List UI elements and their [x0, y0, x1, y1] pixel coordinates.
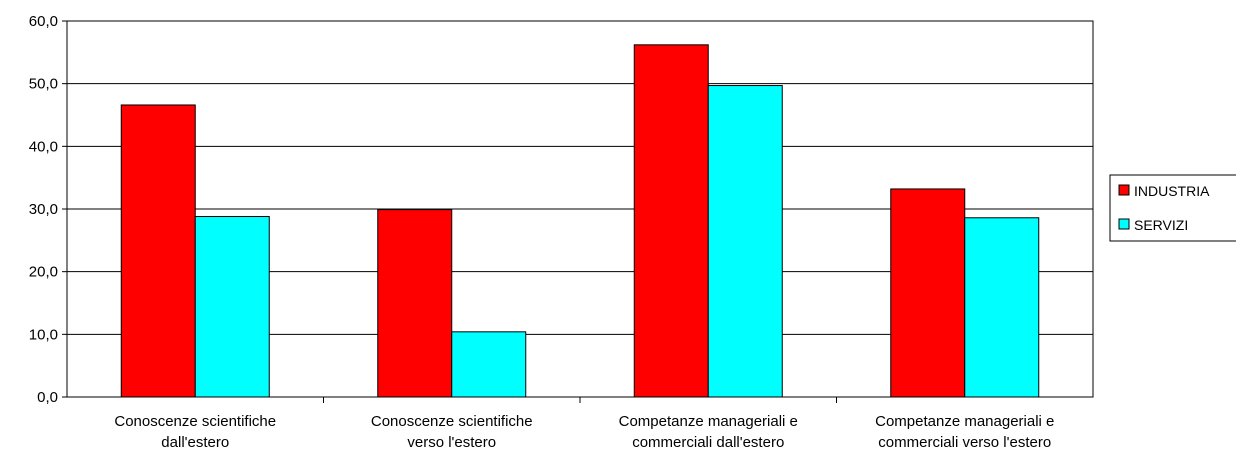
bar-industria: [377, 209, 453, 398]
bars: [120, 44, 1040, 398]
x-category-label: Conoscenze scientifiche verso l'estero: [371, 413, 533, 451]
x-category-labels: Conoscenze scientifiche dall'estero Conosc…: [114, 413, 1054, 451]
axes: [62, 20, 1094, 403]
legend-swatch-industria: [1118, 184, 1130, 196]
y-tick-label: 30,0: [29, 201, 58, 218]
y-tick-label: 50,0: [29, 76, 58, 93]
legend-label-industria: INDUSTRIA: [1134, 183, 1210, 199]
legend-box: [1109, 174, 1236, 242]
y-tick-label: 0,0: [37, 389, 58, 406]
y-tick-label: 20,0: [29, 264, 58, 281]
bar-servizi: [194, 216, 270, 398]
legend-label-servizi: SERVIZI: [1134, 217, 1188, 233]
y-tick-labels: 0,0 10,0 20,0 30,0 40,0 50,0 60,0: [29, 13, 58, 406]
bar-servizi: [964, 217, 1040, 398]
x-category-label: Competanze manageriali e commerciali dall…: [619, 413, 798, 451]
x-category-label: Conoscenze scientifiche dall'estero: [114, 413, 276, 451]
y-tick-label: 60,0: [29, 13, 58, 30]
y-tick-label: 10,0: [29, 326, 58, 343]
bar-servizi: [451, 331, 527, 398]
bar-industria: [890, 188, 966, 398]
legend: INDUSTRIA SERVIZI: [1109, 174, 1236, 242]
bar-industria: [120, 104, 196, 398]
y-tick-label: 40,0: [29, 138, 58, 155]
x-category-label: Competanze manageriali e commerciali vers…: [875, 413, 1054, 451]
bar-servizi: [707, 85, 783, 398]
bar-industria: [633, 44, 709, 398]
legend-swatch-servizi: [1118, 218, 1130, 230]
